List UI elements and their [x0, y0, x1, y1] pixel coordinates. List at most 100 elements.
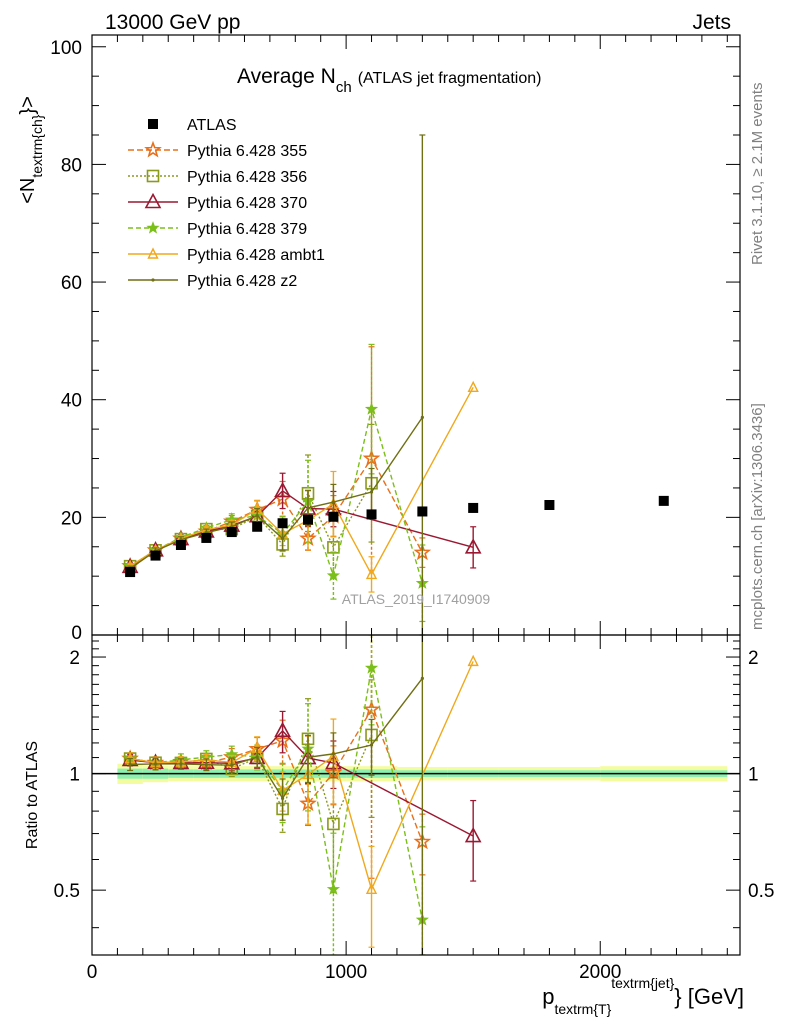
main-axis-layer: 0 20 40 60 80 100	[50, 35, 740, 644]
series-5-point	[306, 506, 310, 510]
main-plot-layer	[121, 134, 669, 635]
y-tick-label: 20	[61, 508, 82, 529]
legend-series-2-marker	[144, 192, 162, 209]
x-axis-label: ptextrm{T}textrm{jet}} [GeV]	[542, 975, 744, 1017]
header-right: Jets	[692, 11, 731, 34]
legend-series-0-label: Pythia 6.428 355	[187, 143, 307, 160]
series-2-point	[274, 481, 291, 498]
series-5-ratio-point	[204, 763, 208, 767]
legend-series-5-marker	[151, 278, 155, 282]
series-1-ratio-line	[130, 734, 373, 826]
plot-title-main: Average N	[237, 65, 336, 88]
atlas-data-point	[303, 514, 313, 525]
series-0-line	[129, 457, 423, 567]
analysis-id: ATLAS_2019_I1740909	[342, 591, 491, 607]
atlas-data-point	[366, 509, 377, 520]
rivet-version-label: Rivet 3.1.10, ≥ 2.1M events	[749, 83, 766, 266]
series-5-ratio-point	[331, 752, 336, 756]
series-5-ratio-point	[128, 762, 132, 767]
atlas-data-point	[544, 500, 555, 510]
ratio-plot-layer	[121, 635, 482, 955]
x-axis-label-sub: textrm{T}	[554, 1001, 611, 1017]
ratio-y-tick-label-right: 0.5	[748, 881, 774, 902]
series-5-point	[255, 513, 259, 518]
series-4-ratio-point	[467, 654, 479, 667]
y-tick-label: 60	[61, 273, 82, 294]
legend-series-3-marker	[146, 221, 160, 234]
y-tick-label: 0	[71, 623, 82, 644]
atlas-data-point	[150, 550, 161, 561]
series-5-ratio-point	[306, 755, 310, 759]
plot-title: Average Nch (ATLAS jet fragmentation)	[237, 65, 541, 96]
series-5-ratio-point	[230, 763, 234, 767]
series-1-ratio-point	[327, 817, 340, 831]
ratio-y-tick-label-left: 1	[69, 765, 80, 786]
y-axis-label-close: }>	[17, 96, 39, 114]
atlas-data-point	[277, 518, 288, 529]
ratio-band-layer	[92, 763, 740, 784]
x-axis-label-p: p	[542, 984, 554, 1009]
mcplots-label: mcplots.cern.ch [arXiv:1306.3436]	[749, 403, 766, 630]
ratio-panel: 0 1000 2000 0.5 0.5 1 1 2 2	[54, 628, 774, 983]
ratio-y-tick-label-right: 1	[748, 765, 759, 786]
series-5-point	[280, 536, 285, 541]
series-5-point	[369, 490, 374, 494]
y-axis-label-sub: textrm{ch}	[29, 114, 45, 177]
atlas-data-point	[468, 502, 479, 513]
series-3-ratio-point	[326, 882, 340, 895]
ratio-y-tick-label-left: 2	[69, 648, 80, 669]
legend-series-5-label: Pythia 6.428 z2	[187, 273, 297, 290]
series-5-ratio-point	[420, 676, 424, 680]
atlas-data-point	[417, 506, 428, 517]
y-tick-label: 80	[61, 155, 82, 176]
series-5-ratio-point	[153, 762, 158, 766]
legend-series-0-marker	[144, 140, 162, 158]
series-2-point	[464, 538, 482, 554]
x-axis-label-sup: textrm{jet}	[611, 975, 674, 991]
legend-series-3-label: Pythia 6.428 379	[187, 221, 307, 238]
series-5-ratio-point	[369, 743, 374, 747]
legend-series-4-label: Pythia 6.428 ambt1	[187, 247, 325, 264]
y-axis-label: <Ntextrm{ch}}>	[17, 96, 45, 204]
legend-series-2-label: Pythia 6.428 370	[187, 195, 307, 212]
y-axis-label-main: <N	[17, 178, 39, 204]
series-3-ratio-point	[364, 661, 379, 674]
y-tick-label: 40	[61, 391, 82, 412]
series-2-ratio-point	[464, 826, 482, 843]
legend-atlas-label: ATLAS	[187, 117, 237, 134]
series-4-ratio-point	[365, 882, 378, 895]
ratio-y-tick-label-right: 2	[748, 648, 759, 669]
atlas-data-point	[125, 567, 136, 578]
ratio-y-tick-label-left: 0.5	[54, 881, 80, 902]
header-left: 13000 GeV pp	[105, 11, 240, 34]
x-tick-label: 2000	[579, 962, 621, 983]
plot-title-sub: ch	[336, 79, 352, 96]
series-2-ratio-point	[274, 721, 291, 738]
series-3-point	[326, 568, 340, 582]
series-5-ratio-point	[280, 796, 285, 800]
atlas-data-point	[658, 495, 669, 506]
legend-series-1-marker	[146, 169, 160, 183]
series-4-point	[467, 380, 479, 393]
series-5-ratio-point	[179, 762, 183, 766]
legend: ATLAS Pythia 6.428 355 Pythia 6.428 356 Pyt…	[128, 117, 325, 290]
series-3-point	[364, 402, 379, 415]
series-5-ratio-point	[255, 755, 259, 759]
ratio-frame	[91, 634, 741, 956]
atlas-data-point	[328, 511, 339, 522]
plot-title-note: (ATLAS jet fragmentation)	[358, 70, 542, 87]
x-tick-label: 0	[87, 962, 98, 983]
legend-series-1-label: Pythia 6.428 356	[187, 169, 307, 186]
atlas-data-point	[201, 532, 212, 543]
ratio-y-axis-label: Ratio to ATLAS	[24, 741, 41, 849]
legend-atlas-marker	[148, 119, 158, 129]
atlas-data-point	[226, 527, 237, 538]
atlas-data-point	[252, 521, 263, 532]
series-5-point	[331, 500, 336, 504]
series-3-ratio-line	[130, 667, 424, 920]
series-1-line	[129, 482, 373, 567]
y-tick-label: 100	[50, 38, 82, 59]
atlas-data-point	[175, 540, 186, 550]
series-5-point	[420, 415, 424, 419]
